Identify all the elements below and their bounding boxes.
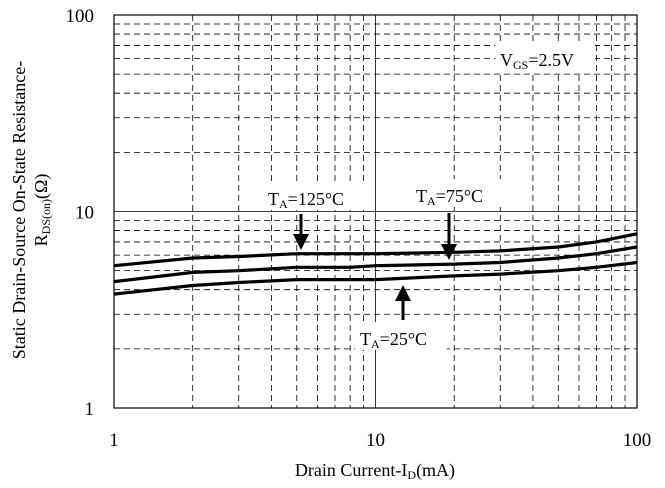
series-line-t125 xyxy=(113,232,638,268)
t75-arrow xyxy=(441,213,457,260)
y-tick-label: 10 xyxy=(75,203,94,224)
plot-frame xyxy=(113,14,638,409)
y-tick-label: 100 xyxy=(66,6,95,27)
x-axis-title: Drain Current-ID(mA) xyxy=(295,460,455,482)
condition-label-bg xyxy=(495,42,595,72)
series-line-t25 xyxy=(113,260,638,296)
x-tick-label: 100 xyxy=(623,430,652,451)
condition-label: VGS=2.5V xyxy=(500,50,574,72)
y-axis-title: Static Drain-Source On-State Resistance-… xyxy=(9,61,53,359)
t125-label: TA=125°C xyxy=(268,189,344,211)
y-tick-label: 1 xyxy=(85,399,95,420)
t25-label: TA=25°C xyxy=(360,329,427,351)
t125-label-bg xyxy=(262,182,372,210)
series-lines xyxy=(113,232,638,296)
axis-ticks: 1 10 100 1 10 100 xyxy=(66,6,652,451)
y-axis-title-line2: RDS(on)(Ω) xyxy=(31,174,53,247)
t75-label: TA=75°C xyxy=(416,186,483,208)
t75-label-bg xyxy=(410,179,504,207)
t125-arrow xyxy=(293,214,309,250)
t25-label-bg xyxy=(355,322,447,350)
x-tick-label: 10 xyxy=(366,430,385,451)
x-tick-label: 1 xyxy=(109,430,119,451)
t25-arrow xyxy=(395,285,411,320)
series-line-t75 xyxy=(113,245,638,284)
y-axis-title-line1: Static Drain-Source On-State Resistance- xyxy=(9,61,29,359)
